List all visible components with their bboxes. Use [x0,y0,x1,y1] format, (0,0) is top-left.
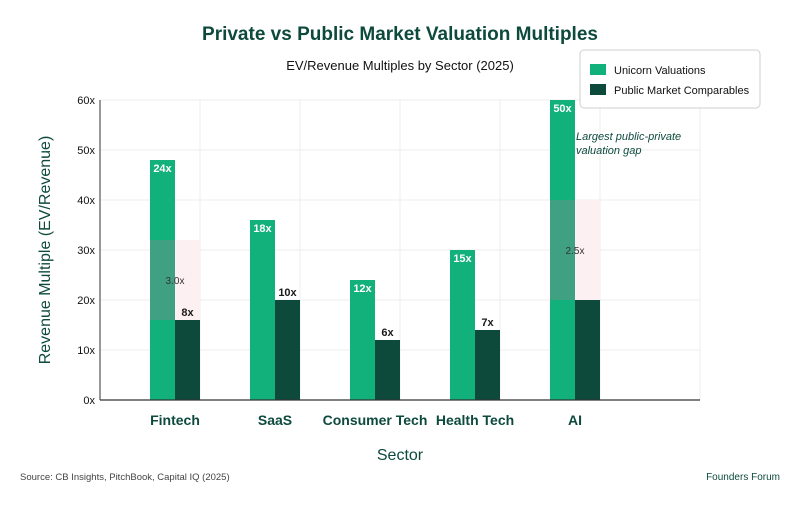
gap-overlay-left [150,240,175,320]
bar-label-unicorn: 50x [553,103,572,115]
bars [150,100,600,400]
chart-title: Private vs Public Market Valuation Multi… [202,24,598,45]
bar-unicorn [250,220,275,400]
bar-label-unicorn: 18x [253,223,272,235]
legend-swatch-public [590,84,606,95]
bar-public [475,330,500,400]
bar-label-public: 10x [278,287,297,299]
x-tick-label: Health Tech [436,412,514,428]
y-tick-label: 40x [77,195,95,207]
legend-swatch-unicorn [590,64,606,75]
bar-unicorn [350,280,375,400]
annotation-line: Largest public-private [576,131,681,143]
y-tick-label: 60x [77,95,95,107]
annotation-text: Largest public-private valuation gap [576,131,681,157]
gap-ratio-label: 2.5x [566,246,585,257]
legend: Unicorn Valuations Public Market Compara… [579,49,761,109]
y-tick-label: 20x [77,295,95,307]
bar-unicorn [450,250,475,400]
gap-overlays [175,200,600,320]
y-tick-label: 50x [77,145,95,157]
x-ticks: Fintech SaaS Consumer Tech Health Tech AI [150,412,582,428]
y-ticks: 0x 10x 20x 30x 40x 50x 60x [77,95,95,407]
x-tick-label: SaaS [258,412,292,428]
y-tick-label: 0x [83,395,95,407]
legend-label-unicorn: Unicorn Valuations [614,65,706,77]
bar-public [175,320,200,400]
x-axis-label: Sector [377,447,424,464]
x-tick-label: Fintech [150,412,200,428]
annotations: Largest public-private valuation gap [576,131,681,157]
bar-public [575,300,600,400]
gap-ratio-label: 3.0x [166,276,185,287]
x-tick-label: AI [568,412,582,428]
chart-subtitle: EV/Revenue Multiples by Sector (2025) [286,58,514,73]
brand-label: Founders Forum [706,472,780,483]
bar-label-unicorn: 24x [153,163,172,175]
legend-box [579,49,761,109]
y-axis-label: Revenue Multiple (EV/Revenue) [37,136,54,365]
annotation-line: valuation gap [576,145,641,157]
bar-public [275,300,300,400]
gap-overlay-left [550,200,575,300]
source-note: Source: CB Insights, PitchBook, Capital … [20,472,230,483]
bar-label-public: 7x [481,317,494,329]
gap-overlay-right [175,240,200,320]
y-tick-label: 10x [77,345,95,357]
y-tick-label: 30x [77,245,95,257]
x-tick-label: Consumer Tech [323,412,428,428]
bar-label-public: 6x [381,327,394,339]
bar-public [375,340,400,400]
bar-label-public: 8x [181,307,194,319]
legend-label-public: Public Market Comparables [614,85,750,97]
gap-overlay-right [575,200,600,300]
data-labels: 24x 8x 18x 10x 12x 6x 15x 7x 50x 3.0x 2.5x [153,103,584,339]
bar-label-unicorn: 12x [353,283,372,295]
bar-label-unicorn: 15x [453,253,472,265]
